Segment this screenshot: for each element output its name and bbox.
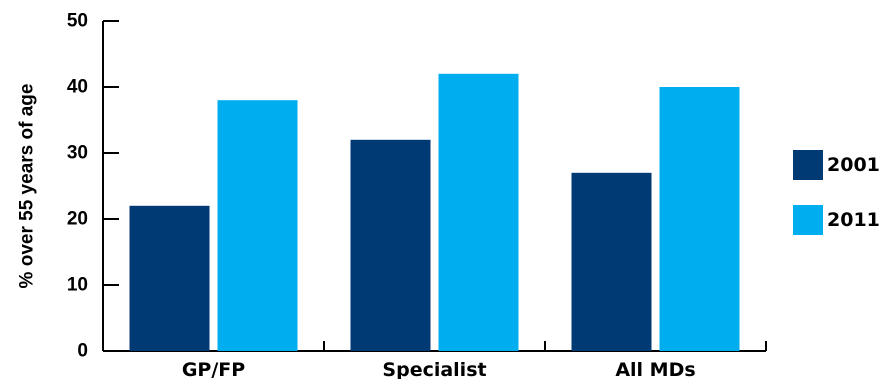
axes bbox=[102, 21, 766, 352]
legend: 2001 2011 bbox=[793, 150, 880, 235]
legend-swatch-2011 bbox=[793, 205, 823, 235]
bars bbox=[129, 73, 740, 352]
legend-label-2001: 2001 bbox=[827, 154, 880, 176]
y-tick-label: 30 bbox=[67, 143, 88, 164]
bar-2001-gp-fp bbox=[129, 205, 210, 351]
y-tick-label: 20 bbox=[67, 209, 88, 230]
x-ticks bbox=[102, 341, 767, 351]
category-labels: GP/FP Specialist All MDs bbox=[182, 359, 696, 379]
legend-swatch-2001 bbox=[793, 150, 823, 180]
y-tick-label: 40 bbox=[67, 77, 88, 98]
y-tick-label: 10 bbox=[67, 275, 88, 296]
bar-2001-specialist bbox=[350, 139, 431, 351]
y-ticks: 0 10 20 30 40 50 bbox=[67, 11, 119, 362]
bar-2001-all-mds bbox=[571, 172, 652, 351]
legend-label-2011: 2011 bbox=[827, 209, 880, 231]
bar-2011-all-mds bbox=[659, 87, 740, 351]
y-tick-label: 50 bbox=[67, 11, 88, 32]
y-tick-label: 0 bbox=[77, 341, 88, 362]
x-tick-label: All MDs bbox=[615, 359, 695, 379]
y-axis-label: % over 55 years of age bbox=[17, 84, 38, 289]
x-tick-label: GP/FP bbox=[182, 359, 245, 379]
bar-2011-gp-fp bbox=[217, 100, 298, 351]
x-tick-label: Specialist bbox=[382, 359, 486, 379]
bar-2011-specialist bbox=[438, 73, 519, 352]
